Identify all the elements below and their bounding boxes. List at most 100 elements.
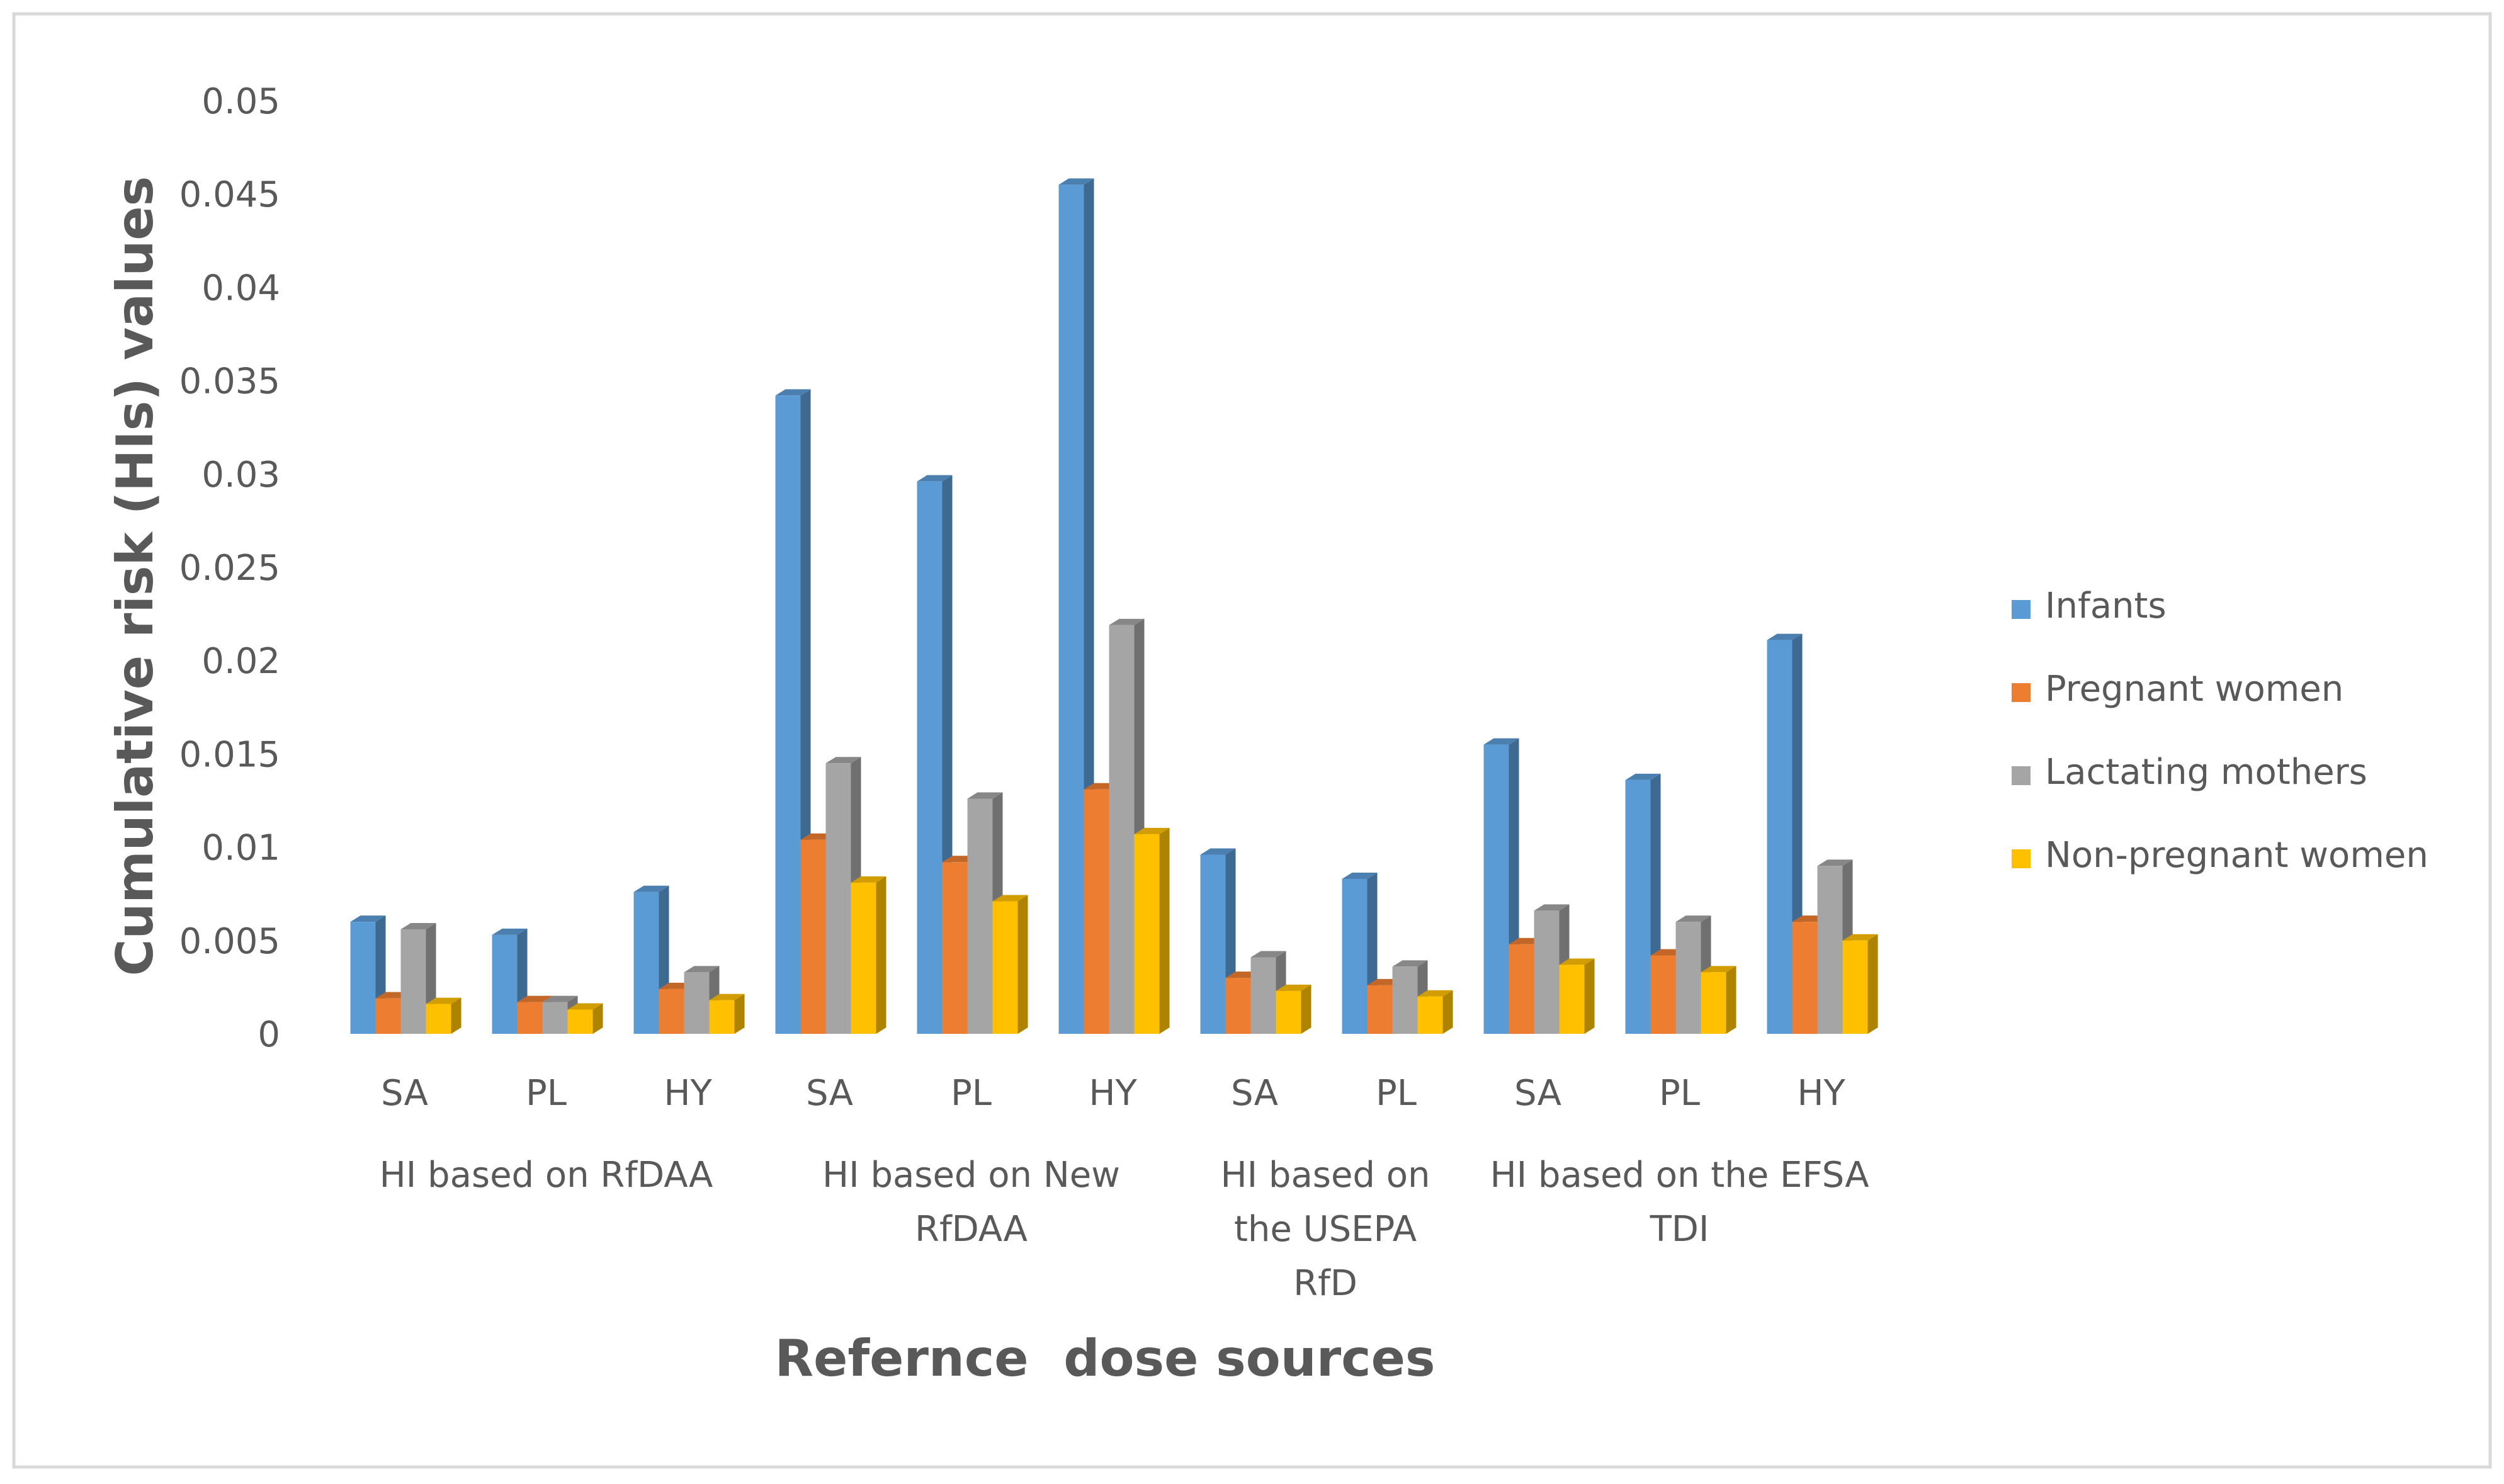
- bar-top: [542, 995, 578, 1002]
- bar-front: [492, 934, 518, 1034]
- bar-non-pregnant-women: [426, 997, 462, 1034]
- bar-front: [375, 998, 401, 1034]
- bar-front: [426, 1004, 451, 1034]
- bar-top: [825, 757, 861, 764]
- bar-infants: [1483, 738, 1519, 1034]
- bar-non-pregnant-women: [1276, 984, 1311, 1034]
- bar-lactating-mothers: [1675, 915, 1711, 1034]
- bar-non-pregnant-women: [1701, 966, 1736, 1034]
- legend-swatch: [2012, 600, 2031, 619]
- bar-front: [1625, 779, 1651, 1034]
- y-tick-label: 0.035: [179, 361, 280, 402]
- x-category-label: SA: [381, 1073, 428, 1114]
- bar-top: [1134, 827, 1170, 834]
- bar-top: [1559, 958, 1595, 965]
- bar-front: [633, 892, 659, 1034]
- y-tick-label: 0.045: [179, 174, 280, 215]
- bar-front: [1534, 910, 1560, 1034]
- bar-top: [851, 876, 887, 883]
- y-tick-label: 0.005: [179, 921, 280, 962]
- bar-non-pregnant-women: [1842, 934, 1878, 1034]
- x-group-label: RfD: [1293, 1263, 1357, 1304]
- bar-side: [1159, 827, 1170, 1034]
- x-axis-category-labels: SA PL HY SA PL HY SA PL SA PL HY: [381, 1073, 1845, 1114]
- bar-top: [1817, 859, 1853, 866]
- x-category-label: PL: [1376, 1073, 1417, 1114]
- bar-top: [967, 792, 1003, 799]
- bar-front: [1483, 744, 1509, 1034]
- x-group-label: HI based on RfDAA: [380, 1155, 713, 1196]
- x-group-label: RfDAA: [915, 1209, 1028, 1250]
- bar-front: [1509, 944, 1534, 1034]
- bar-non-pregnant-women: [1417, 990, 1453, 1034]
- bar-side: [1017, 895, 1028, 1034]
- bar-non-pregnant-women: [992, 895, 1028, 1034]
- bar-front: [1842, 940, 1868, 1034]
- x-group-label: TDI: [1650, 1209, 1709, 1250]
- y-tick-label: 0.01: [201, 828, 280, 869]
- x-category-label: HY: [1089, 1073, 1137, 1114]
- bar-front: [992, 901, 1018, 1034]
- bar-top: [350, 915, 386, 922]
- bar-top: [1483, 738, 1519, 745]
- bar-front: [1675, 922, 1701, 1034]
- bar-front: [1767, 640, 1793, 1034]
- x-category-label: HY: [664, 1073, 712, 1114]
- x-category-label: HY: [1797, 1073, 1845, 1114]
- bars: [350, 178, 1878, 1034]
- bar-side: [1442, 990, 1453, 1034]
- bar-front: [1134, 834, 1160, 1034]
- bar-non-pregnant-women: [851, 876, 887, 1034]
- bar-top: [1342, 872, 1378, 879]
- chart-frame: [12, 12, 2492, 1469]
- bar-front: [1559, 965, 1585, 1034]
- bar-front: [517, 1002, 543, 1034]
- y-tick-label: 0.02: [201, 641, 280, 682]
- bar-front: [542, 1002, 568, 1034]
- bar-front: [709, 1000, 735, 1034]
- x-axis-title: Refernce dose sources: [775, 1329, 1436, 1388]
- y-tick-label: 0.025: [179, 548, 280, 589]
- bar-front: [1392, 966, 1418, 1034]
- bar-front: [917, 481, 943, 1034]
- legend-label: Infants: [2045, 586, 2167, 626]
- bar-top: [1701, 966, 1736, 973]
- bar-top: [709, 994, 745, 1000]
- y-tick-label: 0.05: [201, 81, 280, 122]
- x-axis-group-labels: HI based on RfDAA HI based on New RfDAA HI …: [380, 1155, 1869, 1304]
- bar-top: [1058, 178, 1094, 185]
- bar-side: [592, 1003, 603, 1034]
- bar-front: [851, 882, 876, 1034]
- x-category-label: SA: [806, 1073, 853, 1114]
- x-category-label: PL: [951, 1073, 992, 1114]
- x-category-label: SA: [1514, 1073, 1561, 1114]
- legend-label: Non-pregnant women: [2045, 835, 2428, 876]
- x-category-label: PL: [526, 1073, 567, 1114]
- bar-top: [633, 885, 669, 892]
- x-group-label: HI based on: [1220, 1155, 1430, 1196]
- y-tick-label: 0: [258, 1014, 280, 1055]
- bar-non-pregnant-women: [1559, 958, 1595, 1034]
- bar-front: [942, 862, 968, 1034]
- bar-front: [1250, 957, 1276, 1034]
- bar-top: [1417, 990, 1453, 997]
- bar-top: [426, 997, 462, 1004]
- legend-swatch: [2012, 683, 2031, 702]
- legend-label: Pregnant women: [2045, 669, 2343, 710]
- bar-lactating-mothers: [825, 757, 861, 1034]
- x-group-label: the USEPA: [1234, 1209, 1417, 1250]
- bar-front: [1367, 985, 1393, 1034]
- bar-side: [1726, 966, 1736, 1034]
- bar-front: [350, 922, 376, 1034]
- bar-top: [1200, 848, 1236, 855]
- bar-front: [775, 395, 801, 1034]
- bar-top: [1250, 951, 1286, 958]
- bar-front: [684, 972, 710, 1034]
- bar-top: [1842, 934, 1878, 941]
- bar-top: [1675, 915, 1711, 922]
- bar-front: [1701, 972, 1726, 1034]
- bar-front: [1342, 878, 1368, 1034]
- bar-side: [1584, 958, 1595, 1034]
